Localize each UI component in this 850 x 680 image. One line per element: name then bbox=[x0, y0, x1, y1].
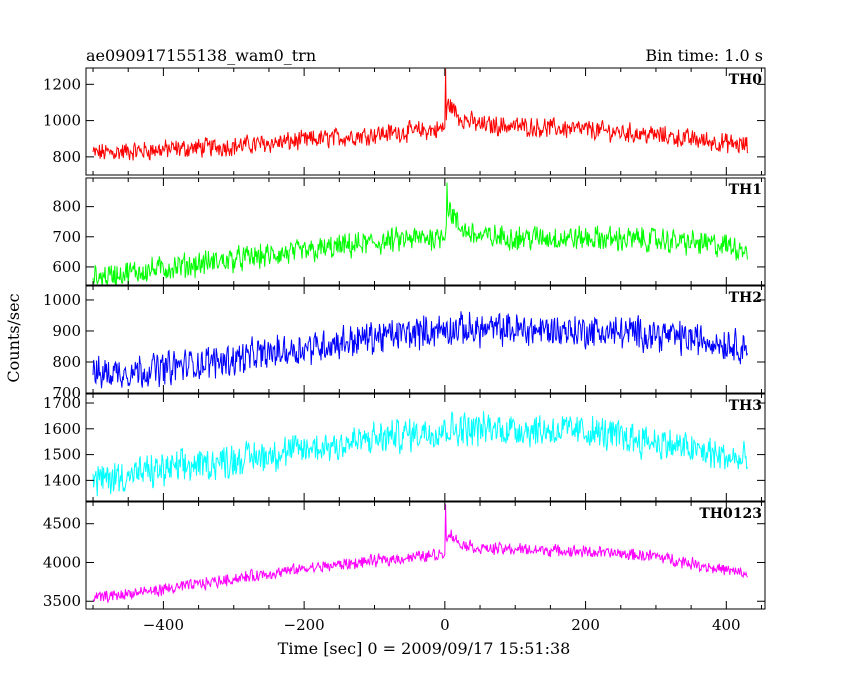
y-tick-label: 800 bbox=[52, 198, 81, 216]
series-line-th2 bbox=[92, 311, 748, 389]
panel-th0123: TH0123 3500 4000 4500 bbox=[43, 501, 766, 610]
panel-th2: TH2 700 800 900 1000 bbox=[43, 285, 766, 402]
chart-title: ae090917155138_wam0_trn bbox=[86, 46, 316, 65]
panel-label-th1: TH1 bbox=[729, 182, 762, 198]
y-tick-label: 1700 bbox=[43, 394, 81, 412]
x-tick-label: 400 bbox=[712, 616, 741, 634]
x-tick-label: −200 bbox=[284, 616, 325, 634]
y-tick-label: 800 bbox=[52, 148, 81, 166]
y-tick-label: 1600 bbox=[43, 420, 81, 438]
panels: TH0 800 1000 1200 TH1 600 700 800 TH2 700 800 900 10… bbox=[43, 67, 766, 634]
y-tick-label: 700 bbox=[52, 384, 81, 402]
panel-frame bbox=[85, 177, 766, 286]
y-tick-label: 4500 bbox=[43, 515, 81, 533]
y-axis-label: Counts/sec bbox=[4, 293, 23, 382]
panel-label-th2: TH2 bbox=[729, 290, 762, 306]
y-tick-label: 600 bbox=[52, 258, 81, 276]
panel-th0: TH0 800 1000 1200 bbox=[43, 67, 766, 176]
x-tick-label: −400 bbox=[143, 616, 184, 634]
panel-frame bbox=[85, 501, 766, 610]
y-tick-label: 3500 bbox=[43, 592, 81, 610]
panel-frame bbox=[85, 67, 766, 176]
series-line-th3 bbox=[92, 411, 748, 497]
panel-frame bbox=[85, 285, 766, 394]
panel-th3: TH3 1400 1500 1600 1700 bbox=[43, 393, 766, 502]
y-tick-label: 700 bbox=[52, 228, 81, 246]
y-tick-label: 1500 bbox=[43, 446, 81, 464]
panel-label-th3: TH3 bbox=[729, 398, 762, 414]
x-tick-label: 200 bbox=[571, 616, 600, 634]
y-tick-label: 1200 bbox=[43, 75, 81, 93]
panel-frame bbox=[85, 393, 766, 502]
y-tick-label: 1400 bbox=[43, 471, 81, 489]
x-axis-label: Time [sec] 0 = 2009/09/17 15:51:38 bbox=[278, 639, 571, 658]
panel-label-th0123: TH0123 bbox=[699, 506, 762, 522]
y-tick-label: 900 bbox=[52, 322, 81, 340]
series-line-th0123 bbox=[92, 504, 748, 603]
x-tick-label: 0 bbox=[440, 616, 450, 634]
y-tick-label: 1000 bbox=[43, 112, 81, 130]
panel-label-th0: TH0 bbox=[729, 72, 763, 88]
bin-time-label: Bin time: 1.0 s bbox=[645, 46, 763, 65]
series-line-th1 bbox=[92, 182, 748, 285]
y-tick-label: 1000 bbox=[43, 291, 81, 309]
y-tick-label: 800 bbox=[52, 353, 81, 371]
panel-th1: TH1 600 700 800 bbox=[52, 177, 766, 286]
y-tick-label: 4000 bbox=[43, 553, 81, 571]
series-line-th0 bbox=[92, 68, 748, 161]
